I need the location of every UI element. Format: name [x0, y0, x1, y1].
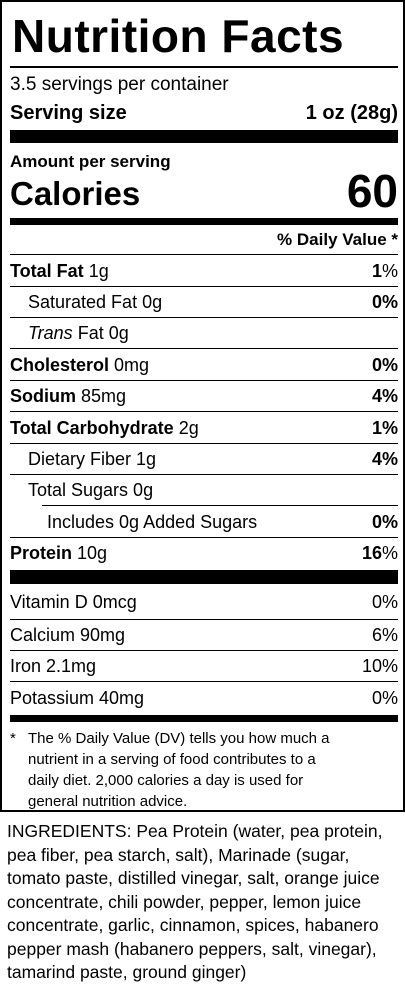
nutrient-label: Dietary Fiber 1g [28, 449, 157, 469]
nutrient-label: Sodium [10, 386, 76, 406]
label-title: Nutrition Facts [12, 10, 345, 62]
vitamin-dv: 0% [371, 688, 398, 708]
nutrient-row-cholesterol: Cholesterol 0mg 0% [10, 354, 398, 376]
serving-size-label: Serving size [10, 102, 127, 124]
divider [10, 443, 398, 444]
nutrient-amount: 85mg [81, 386, 127, 406]
nutrient-row-total-carbohydrate: Total Carbohydrate 2g 1% [10, 417, 398, 439]
divider [10, 380, 398, 381]
divider [42, 505, 398, 506]
nutrient-amount: 2g [178, 418, 199, 438]
divider [10, 537, 398, 538]
nutrient-label: Protein [10, 543, 73, 563]
percent-sign: % [381, 512, 398, 532]
nutrition-label: Nutrition Facts 3.5 servings per contain… [0, 0, 405, 812]
daily-value-header: % Daily Value * [277, 230, 398, 249]
medium-divider [10, 715, 398, 722]
nutrient-dv: 1 [371, 261, 382, 281]
nutrient-dv: 4 [371, 449, 382, 469]
percent-sign: % [381, 386, 398, 406]
footnote-star: * [10, 730, 16, 747]
divider [10, 254, 398, 255]
nutrient-label: Total Sugars 0g [28, 480, 154, 500]
nutrient-dv: 0 [371, 292, 382, 312]
nutrient-label: Total Carbohydrate [10, 418, 174, 438]
nutrient-row-added-sugars: Includes 0g Added Sugars 0% [10, 511, 398, 533]
nutrient-row-total-sugars: Total Sugars 0g [10, 479, 398, 501]
medium-divider [10, 218, 398, 225]
serving-size-value: 1 oz (28g) [305, 102, 398, 124]
thick-divider [10, 130, 398, 143]
footnote-line: The % Daily Value (DV) tells you how muc… [28, 730, 330, 747]
servings-per-container: 3.5 servings per container [10, 74, 229, 95]
vitamin-row-iron: Iron 2.1mg 10% [10, 655, 398, 677]
divider [10, 317, 398, 318]
vitamin-label: Potassium 40mg [10, 688, 145, 708]
divider [10, 348, 398, 349]
nutrient-label: Fat 0g [77, 323, 129, 343]
vitamin-label: Iron 2.1mg [10, 656, 97, 676]
divider [10, 411, 398, 412]
footnote-line: nutrient in a serving of food contribute… [28, 751, 316, 768]
vitamin-row-vitamin-d: Vitamin D 0mcg 0% [10, 591, 398, 613]
percent-sign: % [381, 449, 398, 469]
footnote-line: daily diet. 2,000 calories a day is used… [28, 772, 304, 789]
nutrient-dv: 1 [371, 418, 382, 438]
nutrient-dv: 0 [371, 512, 382, 532]
nutrient-dv: 0 [371, 355, 382, 375]
nutrient-label: Total Fat [10, 261, 84, 281]
nutrient-label: Includes 0g Added Sugars [47, 512, 258, 532]
trans-italic: Trans [28, 323, 73, 343]
amount-per-serving: Amount per serving [10, 152, 171, 171]
nutrient-row-dietary-fiber: Dietary Fiber 1g 4% [10, 448, 398, 470]
percent-sign: % [381, 543, 398, 563]
serving-size-row: Serving size 1 oz (28g) [10, 101, 398, 125]
nutrient-label: Saturated Fat 0g [28, 292, 163, 312]
vitamin-row-potassium: Potassium 40mg 0% [10, 687, 398, 709]
nutrient-amount: 10g [77, 543, 108, 563]
percent-sign: % [381, 261, 398, 281]
vitamin-label: Vitamin D 0mcg [10, 592, 137, 612]
vitamin-dv: 6% [371, 625, 398, 645]
divider [10, 650, 398, 651]
vitamin-row-calcium: Calcium 90mg 6% [10, 624, 398, 646]
percent-sign: % [381, 355, 398, 375]
thick-divider [10, 570, 398, 584]
divider [10, 474, 398, 475]
nutrient-dv: 4 [371, 386, 382, 406]
nutrient-amount: 1g [88, 261, 109, 281]
nutrient-row-total-fat: Total Fat 1g 1% [10, 260, 398, 282]
nutrient-dv: 16 [361, 543, 382, 563]
nutrient-row-saturated-fat: Saturated Fat 0g 0% [10, 291, 398, 313]
divider [10, 619, 398, 620]
vitamin-dv: 10% [361, 656, 398, 676]
percent-sign: % [381, 418, 398, 438]
vitamin-label: Calcium 90mg [10, 625, 126, 645]
nutrient-row-trans-fat: Trans Fat 0g [10, 322, 398, 344]
calories-value: 60 [346, 165, 398, 217]
nutrient-label: Cholesterol [10, 355, 110, 375]
percent-sign: % [381, 292, 398, 312]
ingredients-text: INGREDIENTS: Pea Protein (water, pea pro… [7, 821, 383, 982]
footnote-line: general nutrition advice. [28, 793, 188, 810]
vitamin-dv: 0% [371, 592, 398, 612]
nutrient-row-protein: Protein 10g 16% [10, 542, 398, 564]
calories-label: Calories [10, 175, 141, 212]
nutrient-row-sodium: Sodium 85mg 4% [10, 385, 398, 407]
divider [10, 681, 398, 682]
footnote: The % Daily Value (DV) tells you how muc… [28, 728, 388, 812]
divider [10, 286, 398, 287]
nutrient-amount: 0mg [114, 355, 150, 375]
divider [10, 66, 398, 68]
